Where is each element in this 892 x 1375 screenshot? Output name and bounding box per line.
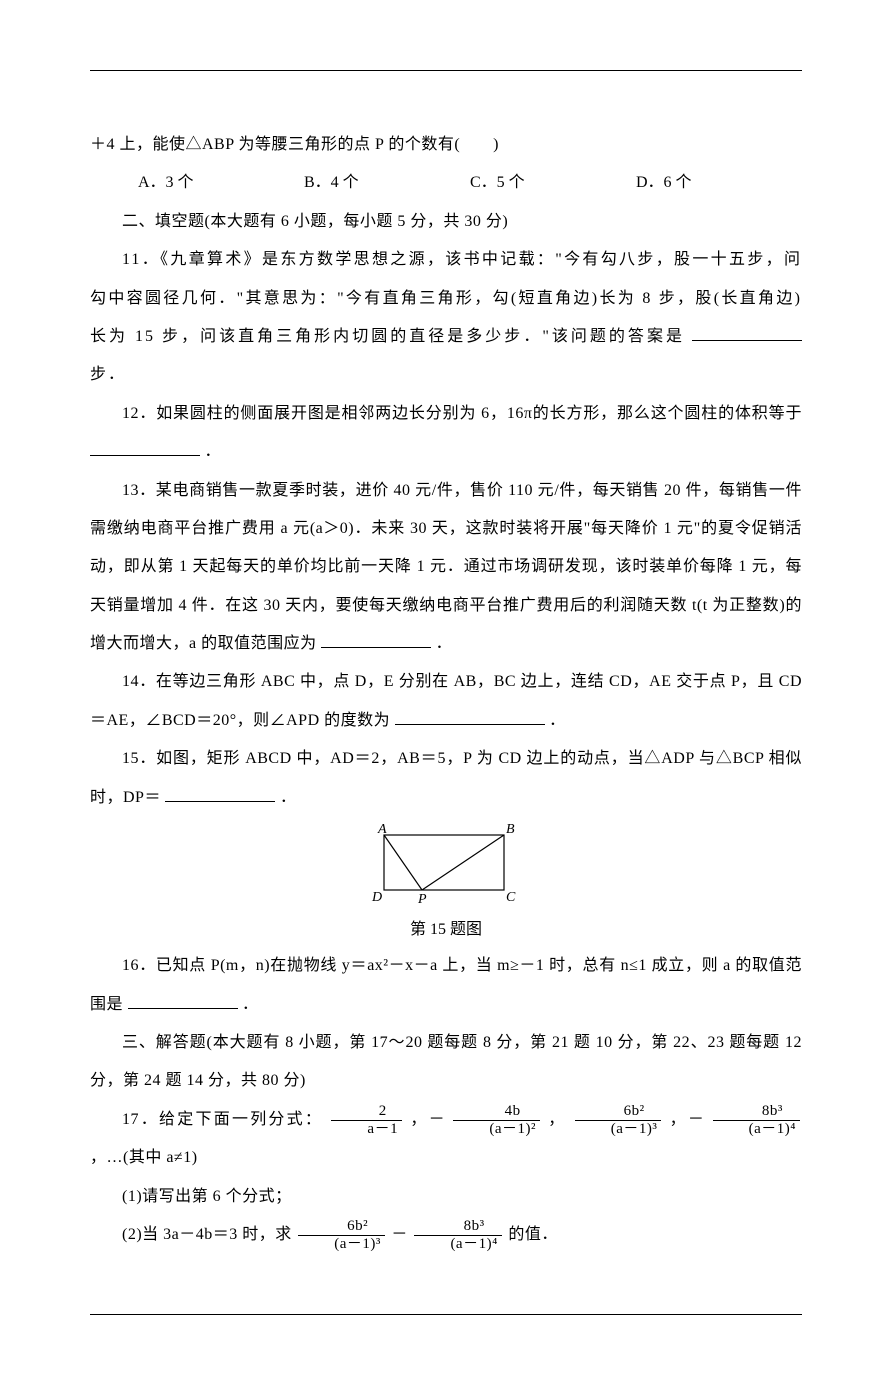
- q17-sub2: (2)当 3a－4b＝3 时，求 6b²(a－1)³ － 8b³(a－1)⁴ 的…: [90, 1216, 802, 1254]
- top-rule: [90, 70, 802, 71]
- q12-text: 12．如果圆柱的侧面展开图是相邻两边长分别为 6，16π的长方形，那么这个圆柱的…: [122, 405, 802, 422]
- q12-blank: [90, 440, 200, 456]
- q15-figure: A B D P C: [90, 823, 802, 910]
- q16: 16．已知点 P(m，n)在抛物线 y＝ax²－x－a 上，当 m≥－1 时，总…: [90, 947, 802, 1024]
- svg-text:B: B: [506, 823, 515, 837]
- q13-suffix: ．: [436, 635, 453, 652]
- q15-caption: 第 15 题图: [90, 912, 802, 947]
- q17-sep1: ，－: [410, 1111, 445, 1128]
- q17-g1-den: (a－1)³: [298, 1235, 385, 1253]
- q10-opt-c: C．5 个: [470, 164, 636, 202]
- q17-g1: 6b²(a－1)³: [298, 1218, 385, 1252]
- q17-frac-4: 8b³(a－1)⁴: [713, 1103, 800, 1137]
- q15: 15．如图，矩形 ABCD 中，AD＝2，AB＝5，P 为 CD 边上的动点，当…: [90, 740, 802, 817]
- section-3-heading: 三、解答题(本大题有 8 小题，第 17～20 题每题 8 分，第 21 题 1…: [90, 1024, 802, 1101]
- q15-suffix: ．: [280, 789, 297, 806]
- q14: 14．在等边三角形 ABC 中，点 D，E 分别在 AB，BC 边上，连结 CD…: [90, 663, 802, 740]
- q13: 13．某电商销售一款夏季时装，进价 40 元/件，售价 110 元/件，每天销售…: [90, 472, 802, 664]
- q17-suffix: ，…(其中 a≠1): [90, 1149, 198, 1166]
- q17-f4-den: (a－1)⁴: [713, 1120, 800, 1138]
- q12-suffix: ．: [205, 443, 222, 460]
- q17-minus: －: [391, 1226, 408, 1243]
- q17-g2: 8b³(a－1)⁴: [414, 1218, 501, 1252]
- q17-sep3: ，－: [670, 1111, 705, 1128]
- q17-g1-num: 6b²: [298, 1218, 385, 1235]
- svg-text:C: C: [506, 890, 516, 905]
- q17-g2-den: (a－1)⁴: [414, 1235, 501, 1253]
- q17-frac-3: 6b²(a－1)³: [575, 1103, 662, 1137]
- q17-f2-den: (a－1)²: [453, 1120, 540, 1138]
- q17-f3-den: (a－1)³: [575, 1120, 662, 1138]
- q14-blank: [395, 709, 545, 725]
- q17-f2-num: 4b: [453, 1103, 540, 1120]
- q17-f3-num: 6b²: [575, 1103, 662, 1120]
- q17-frac-2: 4b(a－1)²: [453, 1103, 540, 1137]
- q13-blank: [321, 632, 431, 648]
- q10-opt-d: D．6 个: [636, 164, 802, 202]
- q17-sub1: (1)请写出第 6 个分式；: [90, 1178, 802, 1216]
- q11-blank: [692, 325, 802, 341]
- q11: 11．《九章算术》是东方数学思想之源，该书中记载："今有勾八步，股一十五步，问勾…: [90, 241, 802, 395]
- section-2-heading: 二、填空题(本大题有 6 小题，每小题 5 分，共 30 分): [90, 203, 802, 241]
- q13-text: 13．某电商销售一款夏季时装，进价 40 元/件，售价 110 元/件，每天销售…: [90, 482, 802, 653]
- q17-frac-1: 2a－1: [331, 1103, 402, 1137]
- q10-opt-b: B．4 个: [304, 164, 470, 202]
- q17-f4-num: 8b³: [713, 1103, 800, 1120]
- svg-text:D: D: [371, 890, 382, 905]
- q17-f1-den: a－1: [331, 1120, 402, 1138]
- q15-blank: [165, 786, 275, 802]
- q17-f1-num: 2: [331, 1103, 402, 1120]
- q10-options: A．3 个 B．4 个 C．5 个 D．6 个: [90, 164, 802, 202]
- q10-opt-a: A．3 个: [138, 164, 304, 202]
- q16-suffix: ．: [242, 996, 259, 1013]
- q17-sep2: ，: [548, 1111, 566, 1128]
- q11-suffix: 步．: [90, 366, 126, 383]
- q16-blank: [128, 993, 238, 1009]
- q17-g2-num: 8b³: [414, 1218, 501, 1235]
- svg-text:A: A: [377, 823, 387, 837]
- q17-sub2-suffix: 的值．: [508, 1226, 558, 1243]
- q12: 12．如果圆柱的侧面展开图是相邻两边长分别为 6，16π的长方形，那么这个圆柱的…: [90, 395, 802, 472]
- q14-suffix: ．: [549, 712, 566, 729]
- q17-prefix: 17．给定下面一列分式：: [122, 1111, 323, 1128]
- svg-text:P: P: [417, 892, 427, 905]
- q17-sub2-prefix: (2)当 3a－4b＝3 时，求: [122, 1226, 292, 1243]
- q17-stem: 17．给定下面一列分式： 2a－1 ，－ 4b(a－1)² ， 6b²(a－1)…: [90, 1101, 802, 1178]
- q15-diagram-svg: A B D P C: [366, 823, 526, 905]
- bottom-rule: [90, 1314, 802, 1315]
- q10-stem-cont: ＋4 上，能使△ABP 为等腰三角形的点 P 的个数有( ): [90, 126, 802, 164]
